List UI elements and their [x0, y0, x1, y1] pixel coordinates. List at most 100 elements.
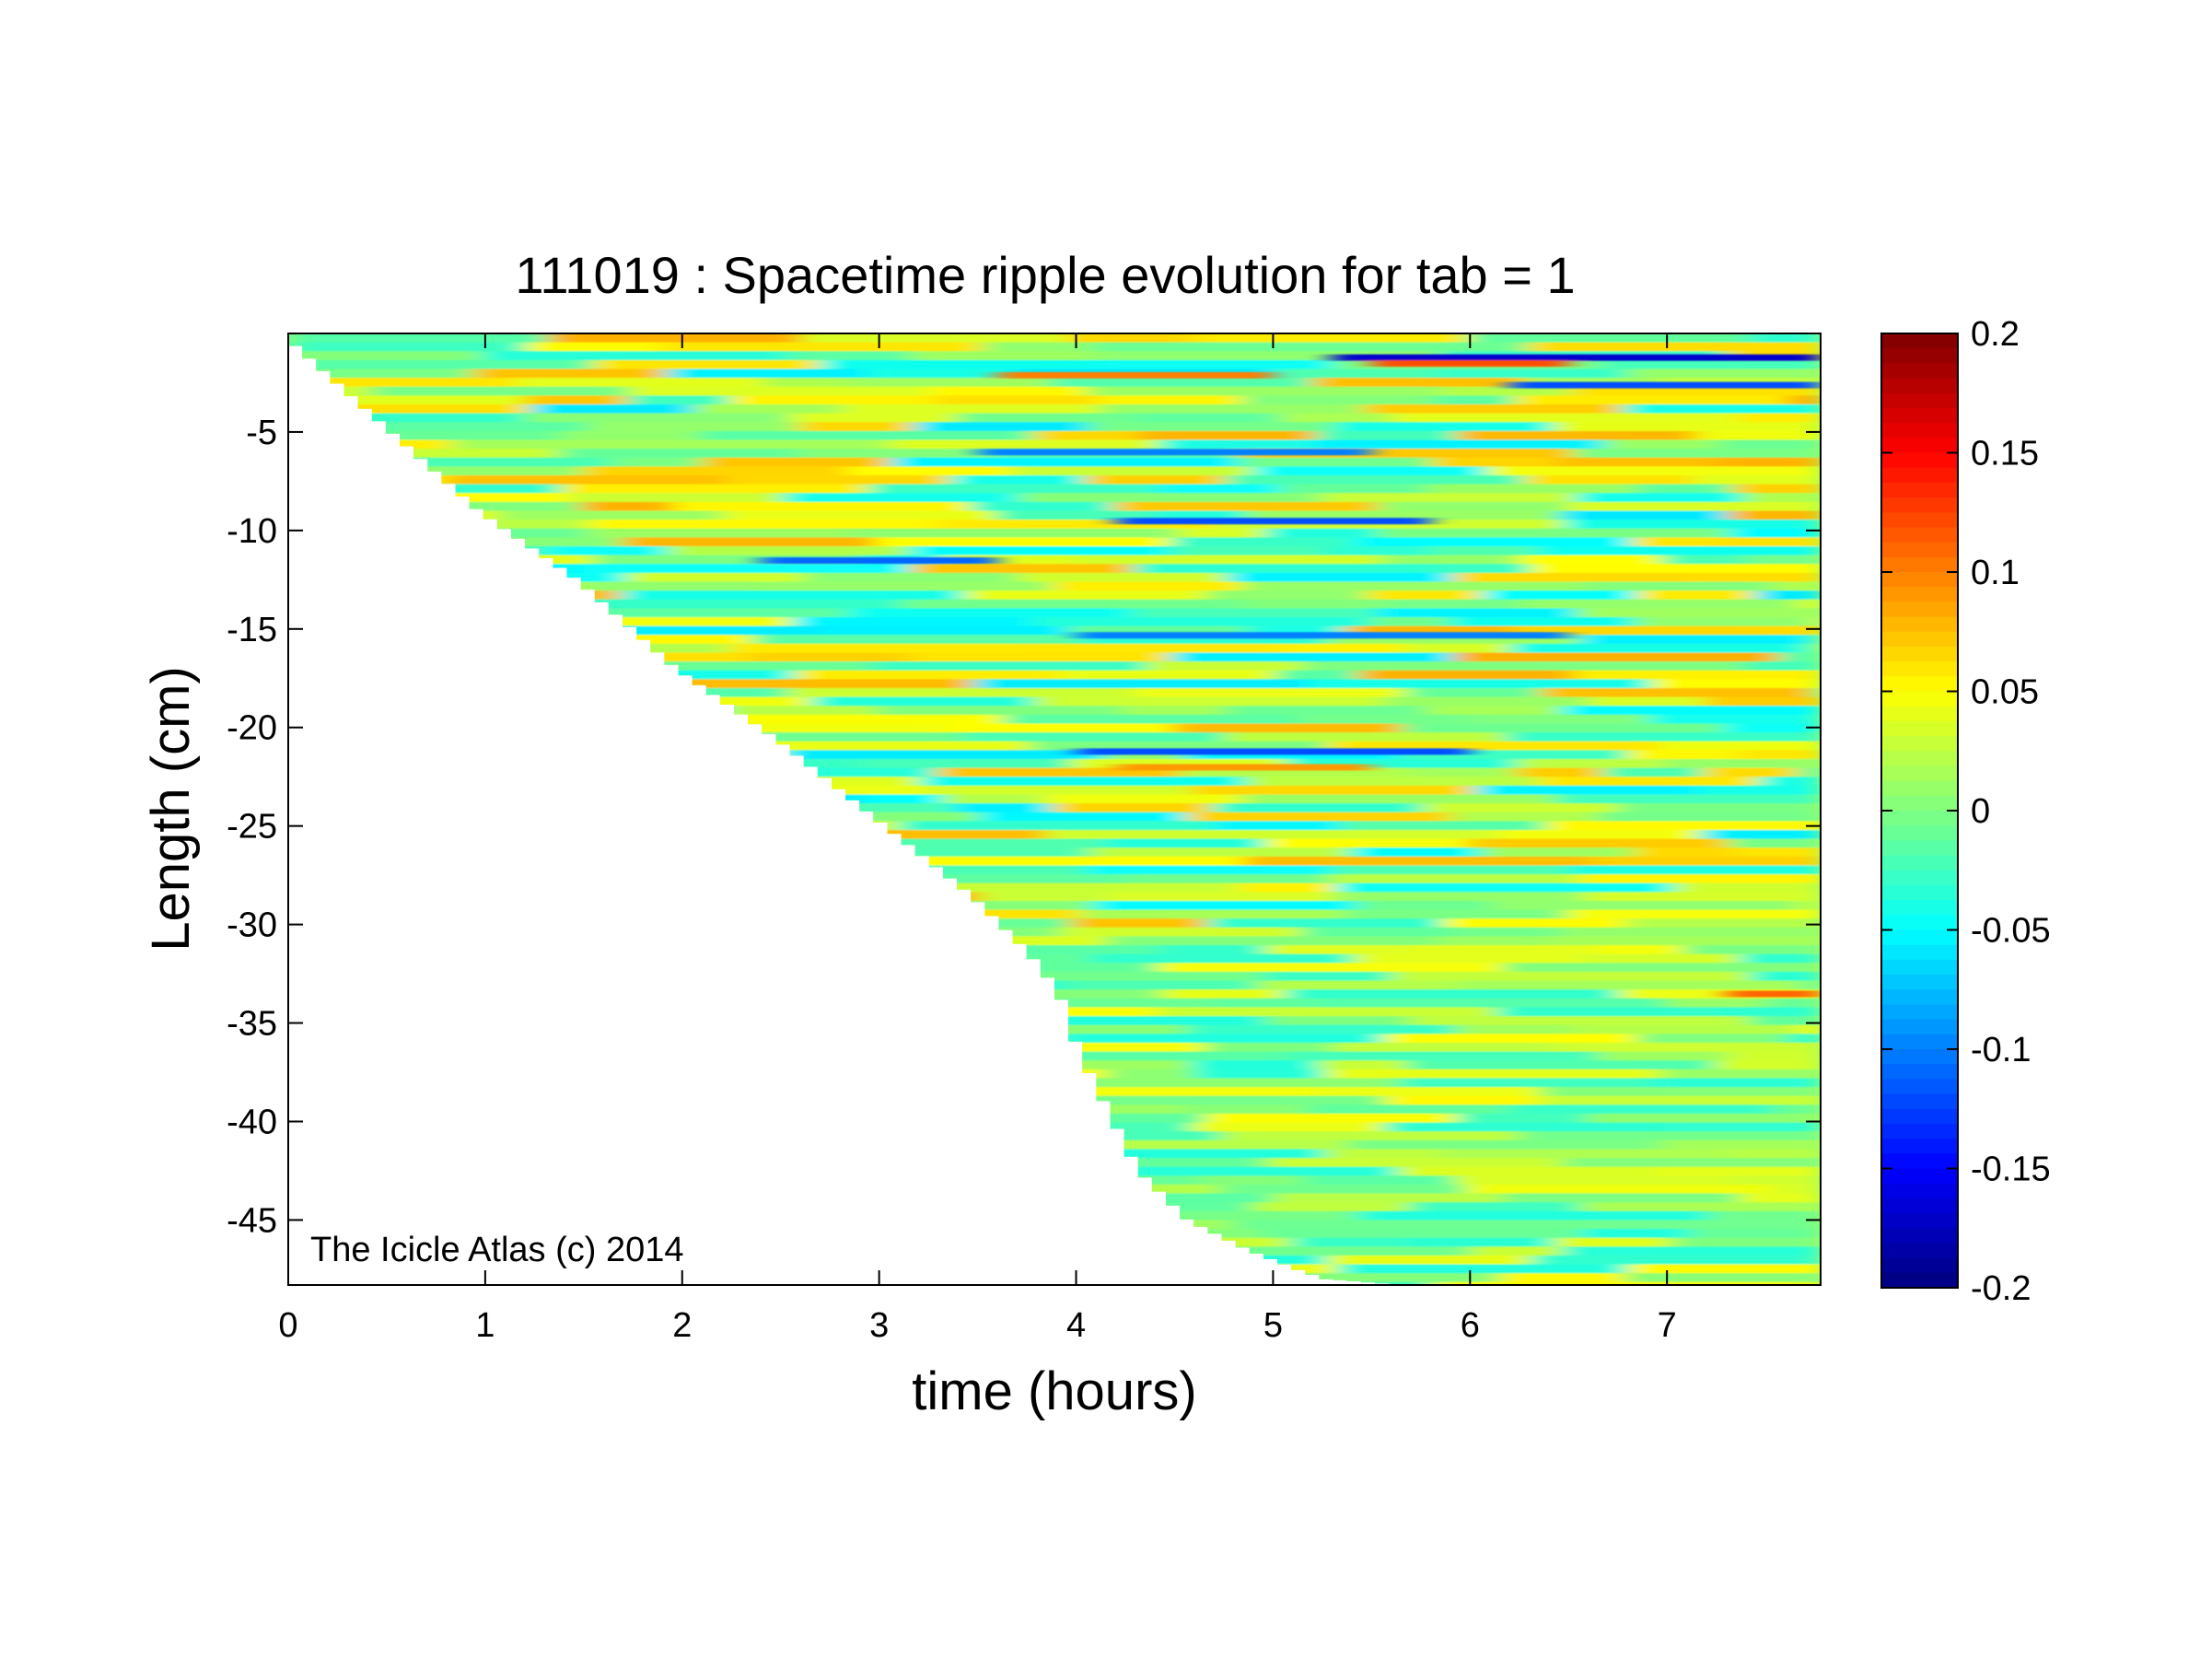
heatmap-cell — [1264, 528, 1379, 538]
heatmap-cell — [1788, 395, 1821, 405]
heatmap-cell — [963, 732, 1226, 742]
heatmap-cell — [370, 386, 630, 396]
heatmap-cell — [628, 386, 931, 396]
heatmap-cell — [1003, 714, 1299, 724]
colorbar-swatch — [1881, 795, 1958, 812]
heatmap-cell — [871, 661, 1147, 672]
heatmap-cell — [418, 493, 568, 503]
heatmap-cell — [842, 404, 1101, 415]
heatmap-cell — [1409, 1202, 1581, 1212]
heatmap-cell — [1034, 696, 1385, 707]
heatmap-cell — [768, 838, 1105, 848]
heatmap-cell — [1179, 1273, 1501, 1283]
colorbar-tick-label: 0.15 — [1971, 435, 2039, 473]
heatmap-cell — [1345, 625, 1515, 636]
heatmap-cell — [1157, 963, 1505, 973]
heatmap-cell — [1716, 1042, 1821, 1053]
heatmap-cell — [1439, 1149, 1729, 1159]
x-axis-label: time (hours) — [912, 1361, 1196, 1421]
heatmap-cell — [797, 874, 1124, 884]
heatmap-cell — [1170, 537, 1356, 547]
heatmap-cell — [1772, 1104, 1821, 1115]
plot-frame — [287, 333, 1822, 1286]
heatmap-cell — [1244, 599, 1386, 609]
heatmap-cell — [1586, 1113, 1821, 1124]
heatmap-cell — [1344, 909, 1567, 919]
heatmap-cell — [1440, 422, 1554, 432]
heatmap-cell — [1650, 679, 1821, 689]
heatmap-cell — [561, 484, 870, 494]
colorbar-swatch — [1881, 720, 1958, 737]
heatmap-cell — [1422, 803, 1619, 813]
heatmap-cell — [1449, 617, 1636, 627]
colorbar: 0.2 0.15 0.1 0.05 0 -0.05 -0.1 -0.15 -0.2 — [1880, 315, 2051, 1308]
heatmap-cell — [1431, 1281, 1740, 1285]
heatmap-cell — [1082, 1078, 1268, 1088]
heatmap-cell — [1170, 546, 1326, 556]
heatmap-cell — [1508, 1104, 1774, 1115]
heatmap-cell — [1402, 643, 1511, 653]
heatmap-cell — [888, 439, 1160, 450]
heatmap-cell — [288, 342, 529, 352]
heatmap-cell — [787, 351, 912, 361]
heatmap-cell — [795, 670, 1062, 680]
colorbar-swatch — [1881, 870, 1958, 886]
heatmap-cell — [1092, 351, 1441, 361]
heatmap-cell — [1357, 1210, 1709, 1221]
heatmap-cell — [1383, 1034, 1637, 1044]
heatmap-cell — [752, 635, 1084, 645]
colorbar-swatch — [1881, 1139, 1958, 1154]
heatmap-cell — [1742, 493, 1821, 503]
heatmap-cell — [1324, 546, 1430, 556]
heatmap-cell — [1573, 449, 1821, 459]
heatmap-cell — [937, 520, 1216, 530]
heatmap-cell — [592, 359, 821, 370]
heatmap-cell — [547, 333, 802, 344]
heatmap-cell — [1045, 830, 1357, 840]
heatmap-cell — [1432, 368, 1628, 379]
heatmap-cell — [1173, 723, 1403, 733]
heatmap-cell — [1241, 395, 1435, 405]
heatmap-cell — [1739, 1193, 1821, 1203]
heatmap-cell — [288, 422, 589, 432]
heatmap-cell — [1707, 1210, 1821, 1221]
heatmap-cell — [847, 378, 1052, 388]
heatmap-cell — [1052, 581, 1243, 591]
heatmap-cell — [1357, 670, 1576, 680]
heatmap-cell — [937, 767, 1182, 777]
colorbar-tick-label: -0.2 — [1971, 1269, 2031, 1308]
heatmap-cell — [1327, 741, 1659, 751]
heatmap-cell — [609, 439, 890, 450]
heatmap-cell — [800, 333, 1068, 344]
heatmap-cell — [1579, 635, 1812, 645]
heatmap-cell — [914, 422, 1089, 432]
heatmap-cell — [779, 750, 1106, 760]
heatmap-cell — [1618, 989, 1821, 999]
heatmap-cell — [1252, 1202, 1411, 1212]
colorbar-swatch — [1881, 676, 1958, 693]
heatmap-cell — [898, 821, 1215, 831]
heatmap-cell — [1265, 1158, 1564, 1168]
heatmap-cell — [1772, 581, 1821, 591]
heatmap-cell — [1480, 847, 1636, 858]
heatmap-cell — [1009, 466, 1255, 476]
heatmap-cell — [1238, 457, 1433, 467]
ripple-band — [1076, 632, 1569, 639]
heatmap-cell — [1589, 696, 1707, 707]
heatmap-cell — [723, 510, 996, 520]
heatmap-cell — [524, 395, 629, 405]
heatmap-cell — [908, 652, 1171, 662]
heatmap-cell — [288, 404, 531, 415]
heatmap-cell — [1687, 572, 1821, 583]
x-tick-label: 7 — [1658, 1306, 1677, 1345]
colorbar-swatch — [1881, 333, 1958, 349]
heatmap-cell — [1306, 1104, 1510, 1115]
heatmap-cell — [1071, 1104, 1184, 1115]
heatmap-cell — [1050, 378, 1313, 388]
heatmap-cell — [1157, 945, 1267, 955]
heatmap-cell — [1465, 1184, 1774, 1195]
colorbar-swatch — [1881, 1093, 1958, 1110]
colorbar-swatch — [1881, 646, 1958, 662]
heatmap-cell — [1391, 971, 1591, 982]
heatmap-cell — [1411, 945, 1597, 955]
